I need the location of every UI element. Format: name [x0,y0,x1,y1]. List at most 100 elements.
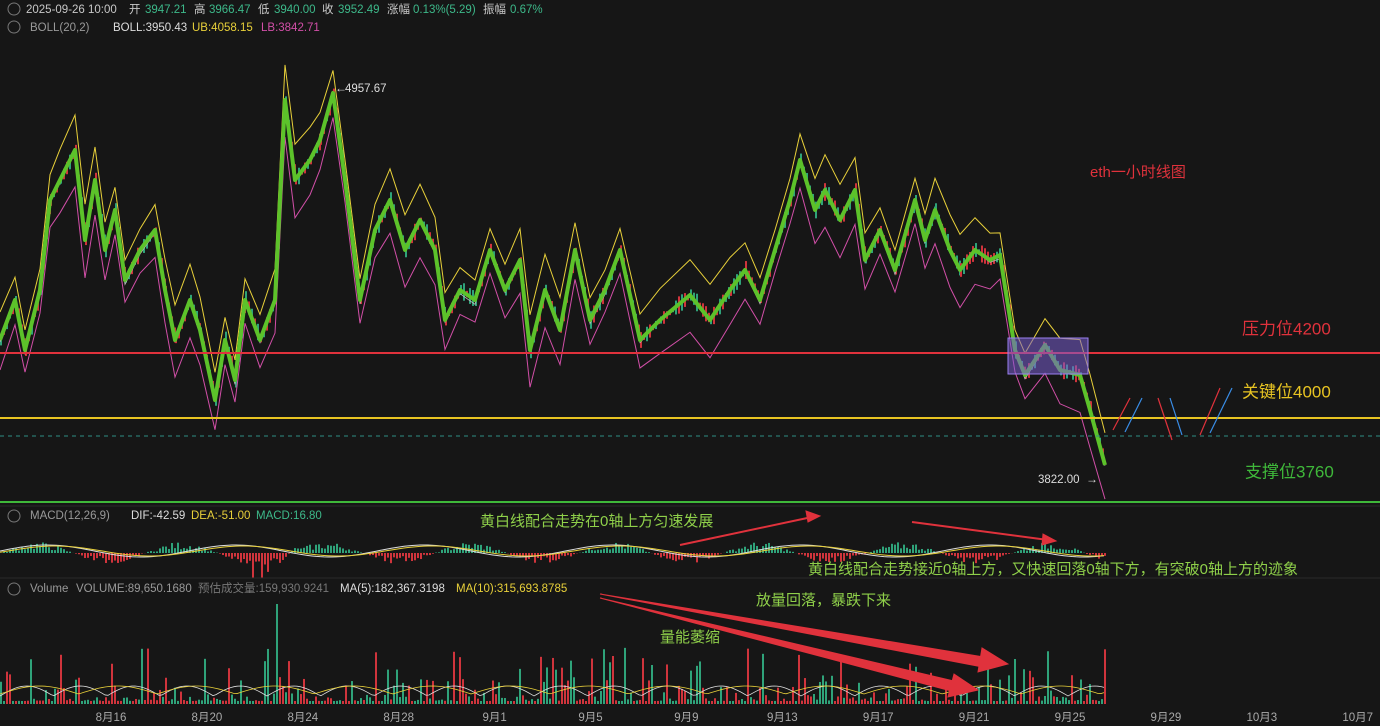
macd-bar [258,553,260,562]
macd-bar [480,544,482,553]
volume-bar [633,700,635,704]
volume-bar [30,659,32,704]
volume-bar [345,685,347,704]
volume-bar [1080,679,1082,704]
volume-bar [771,700,773,704]
macd-bar [60,547,62,553]
volume-bar [915,666,917,704]
volume-bar [528,700,530,704]
volume-bar [555,669,557,704]
macd-bar [456,546,458,553]
volume-bar [228,668,230,704]
volume-bar [558,700,560,704]
volume-bar [597,701,599,704]
macd-bar [162,546,164,553]
macd-bar [984,553,986,557]
volume-bar [1062,696,1064,704]
macd-bar [981,553,983,560]
volume-bar [936,693,938,704]
macd-bar [972,553,974,558]
volume-bar [579,699,581,704]
date-label: 10月7 [1342,712,1373,724]
volume-bar [105,697,107,704]
price-area [0,64,1107,500]
volume-bar [927,700,929,704]
volume-bar [171,699,173,704]
macd-bar [1089,553,1091,555]
collapse-icon[interactable] [7,20,21,34]
volume-bar [390,699,392,704]
volume-bar [372,700,374,704]
volume-bar [378,700,380,704]
volume-bar [129,700,131,704]
macd-bar [306,545,308,553]
macd-bar [1005,553,1007,555]
volume-bar [6,671,8,704]
volume-bar [318,700,320,704]
volume-bar [198,699,200,704]
macd-bar [858,553,860,555]
macd-bar [684,553,686,557]
macd-bar [129,553,131,559]
volume-bar [543,681,545,704]
volume-bar [498,682,500,704]
annotation: 量能萎缩 [660,629,720,646]
macd-bar [294,548,296,553]
macd-bar [75,553,77,554]
macd-bar [171,543,173,553]
boll-mid: BOLL:3950.43 [113,22,187,34]
macd-bar [513,553,515,556]
date-label: 9月1 [482,712,506,724]
volume-bar [87,699,89,704]
macd-bar [717,553,719,555]
volume-bar [690,670,692,704]
macd-bar [189,546,191,553]
macd-bar [828,553,830,563]
trend-line [0,91,1107,466]
macd-bar [807,553,809,558]
volume-bar [1059,700,1061,704]
date-label: 9月5 [578,712,602,724]
volume-bar [471,700,473,704]
collapse-icon[interactable] [7,2,21,16]
volume-bar [582,699,584,704]
macd-bar [882,546,884,553]
volume-bar [27,700,29,704]
dea: DEA:-51.00 [191,510,250,522]
volume-area [0,604,1106,704]
macd-bar [234,553,236,557]
macd-bar [948,553,950,556]
macd-bar [114,553,116,561]
macd-bar [930,548,932,553]
volume-bar [201,700,203,704]
volume-bar [93,700,95,704]
macd-bar [135,553,137,556]
volume-bar [15,700,17,704]
volume-bar [39,700,41,704]
macd-bar [273,553,275,559]
macd-bar [789,551,791,553]
macd-bar [954,553,956,557]
volume-bar [531,699,533,704]
arrow-line [679,516,813,546]
macd-bar [603,548,605,553]
volume-bar [216,698,218,704]
collapse-icon[interactable] [7,509,21,523]
macd-bar [978,553,980,560]
volume-bar [117,700,119,704]
volume-bar [324,700,326,704]
macd-bar [834,553,836,562]
boll-lower [0,117,1106,500]
volume-bar [1050,690,1052,704]
macd-bar [894,544,896,553]
macd-bar [84,553,86,559]
macd-bar [549,553,551,563]
macd-bar [264,553,266,565]
volume-bar [609,662,611,704]
macd-bar [450,550,452,553]
volume-bar [108,700,110,704]
volume-bar [972,700,974,704]
volume-bar [246,696,248,704]
collapse-icon[interactable] [7,582,21,596]
macd-bar [153,551,155,553]
